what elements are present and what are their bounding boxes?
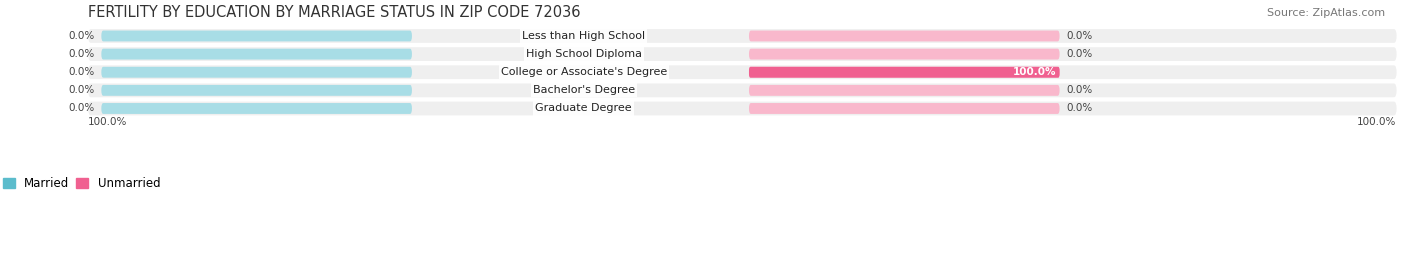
FancyBboxPatch shape bbox=[101, 103, 412, 114]
Text: 100.0%: 100.0% bbox=[1012, 67, 1056, 77]
FancyBboxPatch shape bbox=[749, 103, 1060, 114]
FancyBboxPatch shape bbox=[89, 47, 1396, 61]
Text: 0.0%: 0.0% bbox=[1066, 85, 1092, 95]
Text: 100.0%: 100.0% bbox=[89, 116, 128, 126]
FancyBboxPatch shape bbox=[89, 83, 1396, 97]
FancyBboxPatch shape bbox=[749, 49, 1060, 59]
Text: Bachelor's Degree: Bachelor's Degree bbox=[533, 85, 636, 95]
FancyBboxPatch shape bbox=[89, 65, 1396, 79]
FancyBboxPatch shape bbox=[101, 67, 412, 78]
Text: 0.0%: 0.0% bbox=[69, 31, 94, 41]
Text: 0.0%: 0.0% bbox=[69, 85, 94, 95]
FancyBboxPatch shape bbox=[749, 67, 1060, 78]
Text: Less than High School: Less than High School bbox=[522, 31, 645, 41]
Text: Source: ZipAtlas.com: Source: ZipAtlas.com bbox=[1267, 8, 1385, 18]
FancyBboxPatch shape bbox=[749, 67, 1060, 78]
Text: 0.0%: 0.0% bbox=[69, 104, 94, 114]
Text: 0.0%: 0.0% bbox=[69, 67, 94, 77]
FancyBboxPatch shape bbox=[749, 85, 1060, 96]
Text: 0.0%: 0.0% bbox=[69, 49, 94, 59]
Text: 100.0%: 100.0% bbox=[1357, 116, 1396, 126]
FancyBboxPatch shape bbox=[101, 49, 412, 59]
FancyBboxPatch shape bbox=[101, 31, 412, 41]
FancyBboxPatch shape bbox=[749, 31, 1060, 41]
Text: High School Diploma: High School Diploma bbox=[526, 49, 641, 59]
Text: 0.0%: 0.0% bbox=[1066, 104, 1092, 114]
Text: College or Associate's Degree: College or Associate's Degree bbox=[501, 67, 666, 77]
Text: Graduate Degree: Graduate Degree bbox=[536, 104, 633, 114]
Text: FERTILITY BY EDUCATION BY MARRIAGE STATUS IN ZIP CODE 72036: FERTILITY BY EDUCATION BY MARRIAGE STATU… bbox=[89, 5, 581, 20]
FancyBboxPatch shape bbox=[89, 29, 1396, 43]
Text: 0.0%: 0.0% bbox=[1066, 31, 1092, 41]
FancyBboxPatch shape bbox=[101, 85, 412, 96]
Text: 0.0%: 0.0% bbox=[1066, 49, 1092, 59]
FancyBboxPatch shape bbox=[89, 102, 1396, 115]
Legend: Married, Unmarried: Married, Unmarried bbox=[3, 177, 160, 190]
